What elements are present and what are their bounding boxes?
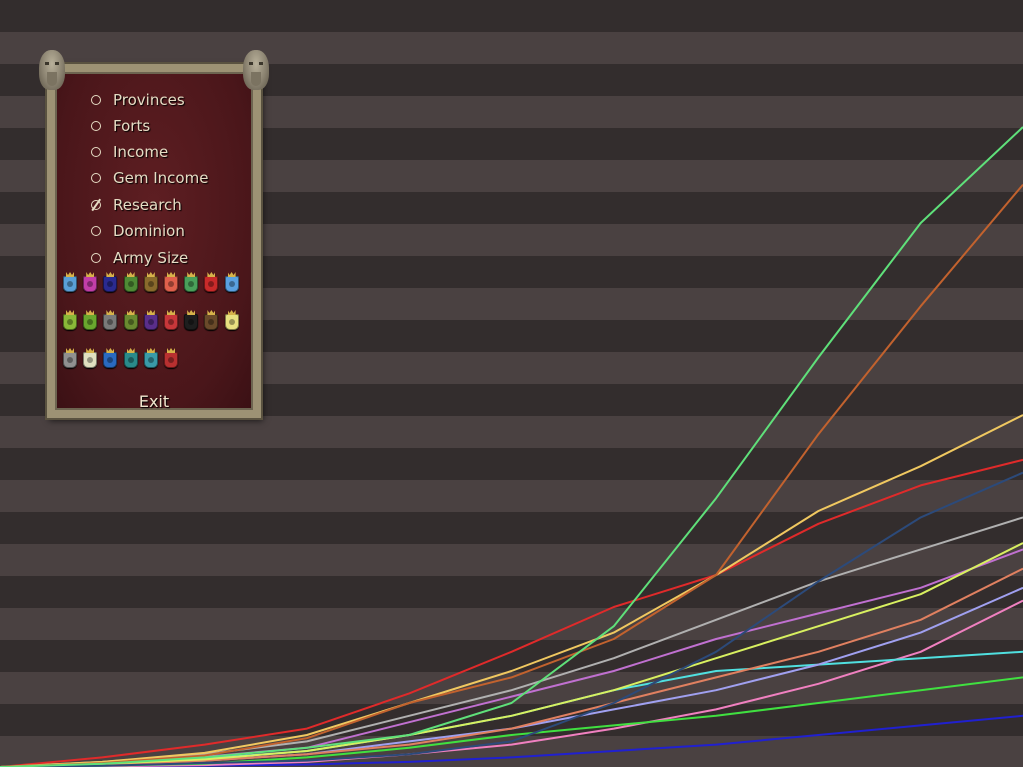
nation-flag-icon[interactable] — [204, 276, 219, 292]
series-line — [0, 471, 1023, 767]
nation-flag-icon[interactable] — [83, 352, 98, 368]
menu-item-research[interactable]: Research — [91, 193, 182, 217]
nation-flag-icon[interactable] — [224, 276, 239, 292]
menu-item-gem-income[interactable]: Gem Income — [91, 166, 208, 190]
menu-item-label: Forts — [113, 117, 151, 135]
nation-flag-icon[interactable] — [143, 314, 158, 330]
nation-flag-icon[interactable] — [164, 314, 178, 330]
nation-flag-icon[interactable] — [224, 314, 239, 330]
nation-flag-icon[interactable] — [143, 352, 158, 368]
nation-flag-icon[interactable] — [63, 352, 77, 368]
series-line — [0, 458, 1023, 767]
series-line — [0, 183, 1023, 767]
nation-flag-icon[interactable] — [63, 314, 77, 330]
radio-icon[interactable] — [91, 121, 101, 131]
series-line — [0, 414, 1023, 767]
nation-flag-icon[interactable] — [83, 276, 98, 292]
nation-flag-icon[interactable] — [63, 276, 77, 292]
radio-icon[interactable] — [91, 173, 101, 183]
menu-item-label: Dominion — [113, 222, 185, 240]
menu-item-dominion[interactable]: Dominion — [91, 219, 185, 243]
nation-flag-icon[interactable] — [103, 314, 118, 330]
series-line — [0, 126, 1023, 767]
nation-flag-icon[interactable] — [123, 352, 138, 368]
menu-item-label: Research — [113, 196, 182, 214]
nation-flag-icon[interactable] — [204, 314, 219, 330]
nation-flag-icon[interactable] — [103, 276, 118, 292]
series-line — [0, 567, 1023, 767]
nation-flag-icon[interactable] — [164, 352, 178, 368]
nation-flag-icon[interactable] — [184, 276, 199, 292]
radio-icon[interactable] — [91, 147, 101, 157]
radio-selected-icon[interactable] — [91, 200, 101, 210]
series-line — [0, 599, 1023, 767]
nation-flag-icon[interactable] — [184, 314, 199, 330]
series-line — [0, 542, 1023, 767]
menu-item-label: Income — [113, 143, 169, 161]
stats-menu-panel: Provinces Forts Income Gem Income Resear… — [39, 50, 269, 418]
menu-item-army-size[interactable]: Army Size — [91, 246, 188, 270]
stone-head-ornament-left — [39, 50, 65, 90]
radio-icon[interactable] — [91, 226, 101, 236]
nation-flag-icon[interactable] — [123, 276, 138, 292]
menu-item-provinces[interactable]: Provinces — [91, 88, 185, 112]
menu-item-forts[interactable]: Forts — [91, 114, 150, 138]
exit-button[interactable]: Exit — [138, 392, 170, 411]
radio-icon[interactable] — [91, 253, 101, 263]
nation-flag-icon[interactable] — [103, 352, 118, 368]
stone-head-ornament-right — [243, 50, 269, 90]
menu-item-label: Provinces — [113, 91, 185, 109]
nation-flag-icon[interactable] — [164, 276, 178, 292]
nation-flag-icon[interactable] — [143, 276, 158, 292]
series-line — [0, 650, 1023, 767]
nation-flag-icon[interactable] — [83, 314, 98, 330]
menu-item-income[interactable]: Income — [91, 140, 168, 164]
menu-item-label: Army Size — [113, 249, 189, 267]
radio-icon[interactable] — [91, 95, 101, 105]
menu-item-label: Gem Income — [113, 169, 209, 187]
nation-flag-icon[interactable] — [123, 314, 138, 330]
